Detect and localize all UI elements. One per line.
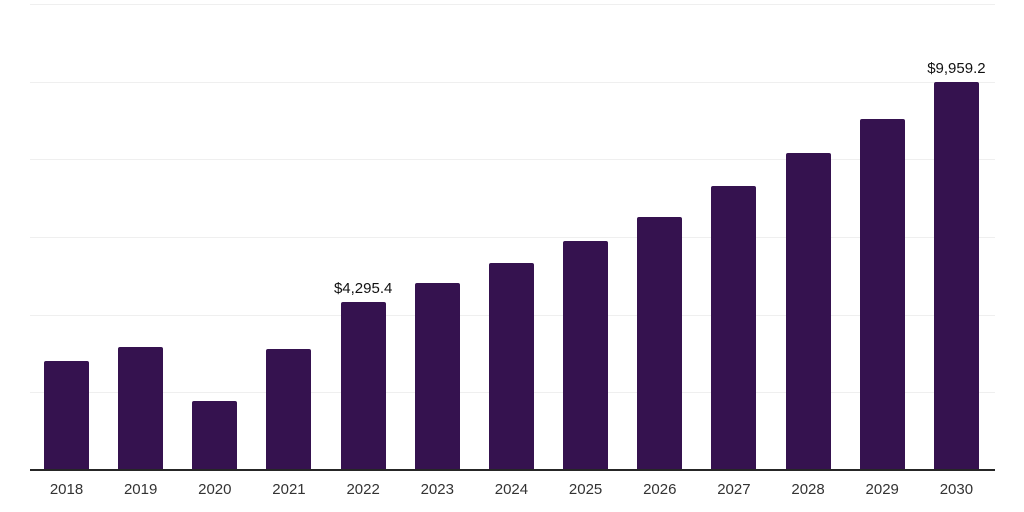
bar-group-2025 xyxy=(563,240,609,469)
bar-group-2030: $9,959.2 xyxy=(927,61,986,469)
x-tick-2022: 2022 xyxy=(346,481,380,498)
x-tick-2028: 2028 xyxy=(791,481,825,498)
x-tick-2029: 2029 xyxy=(865,481,899,498)
bar-2026[interactable] xyxy=(637,216,683,469)
x-tick-2018: 2018 xyxy=(49,481,84,498)
bar-2023[interactable] xyxy=(414,283,460,469)
x-axis-line xyxy=(30,469,995,471)
bar-2024[interactable] xyxy=(488,262,534,469)
x-axis-labels: 2018 2019 2020 2021 2022 2023 2024 2025 2026 2027… xyxy=(30,481,995,498)
bars-container: $4,295.4 $9,959.2 xyxy=(30,3,995,469)
bar-group-2023 xyxy=(414,283,460,469)
x-tick-2021: 2021 xyxy=(272,481,306,498)
bar-value-label-2022: $4,295.4 xyxy=(333,280,393,298)
bar-2019[interactable] xyxy=(118,347,164,469)
bar-group-2019 xyxy=(118,347,164,469)
bar-2025[interactable] xyxy=(563,240,609,469)
bar-group-2018 xyxy=(44,361,89,469)
plot-area: $4,295.4 $9,959.2 xyxy=(30,0,995,471)
bar-2018[interactable] xyxy=(44,361,89,469)
bar-group-2028 xyxy=(785,153,831,469)
x-tick-2024: 2024 xyxy=(494,481,529,498)
bar-2029[interactable] xyxy=(859,119,905,469)
x-tick-2030: 2030 xyxy=(939,481,974,498)
bar-group-2027 xyxy=(711,185,757,469)
x-tick-2027: 2027 xyxy=(717,481,751,498)
x-tick-2019: 2019 xyxy=(123,481,158,498)
gridline xyxy=(30,237,995,238)
bar-2020[interactable] xyxy=(192,400,238,469)
gridline xyxy=(30,81,995,83)
gridline xyxy=(30,4,995,5)
bar-2030[interactable] xyxy=(933,82,979,469)
gridline xyxy=(30,159,995,161)
bar-group-2022: $4,295.4 xyxy=(334,281,392,469)
x-tick-2025: 2025 xyxy=(568,481,603,498)
bar-value-label-2030: $9,959.2 xyxy=(927,60,986,78)
bar-2028[interactable] xyxy=(785,153,831,469)
bar-2021[interactable] xyxy=(266,349,312,469)
bar-group-2024 xyxy=(488,262,534,469)
bar-group-2020 xyxy=(192,400,238,469)
bar-group-2029 xyxy=(859,119,905,469)
bar-group-2021 xyxy=(266,349,312,469)
bar-2022[interactable] xyxy=(340,302,386,469)
x-tick-2026: 2026 xyxy=(643,481,677,498)
x-tick-2020: 2020 xyxy=(198,481,232,498)
bar-2027[interactable] xyxy=(711,185,757,469)
bar-group-2026 xyxy=(637,216,683,469)
x-tick-2023: 2023 xyxy=(420,481,454,498)
